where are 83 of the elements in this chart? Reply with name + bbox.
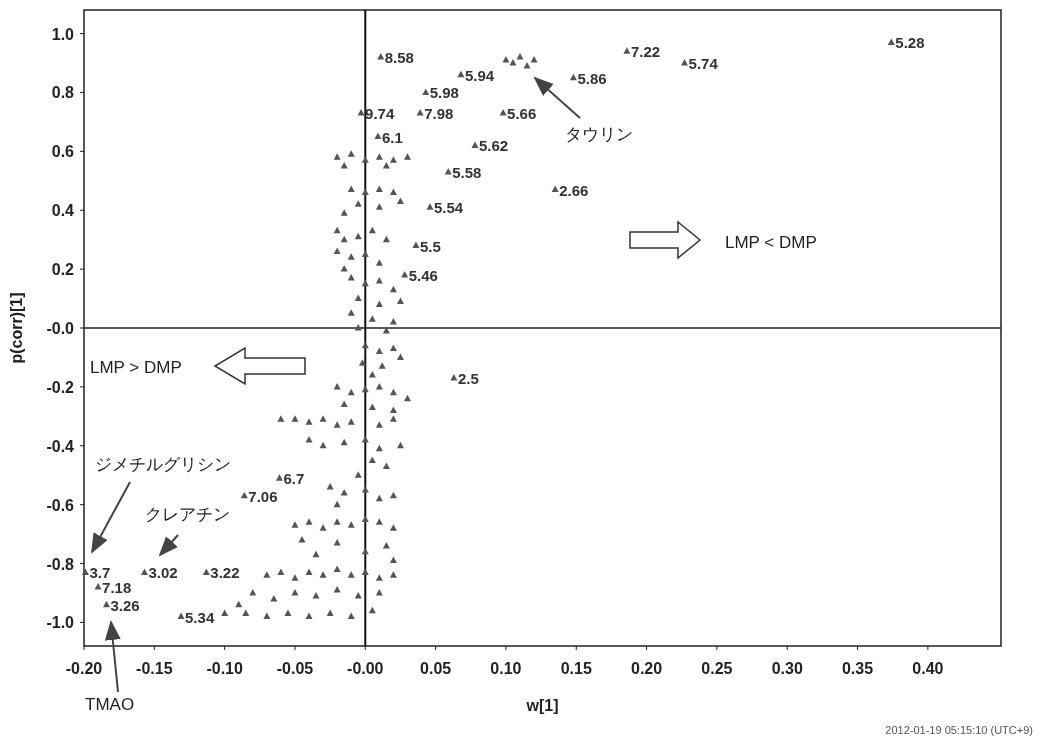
- series-label: 5.86: [577, 69, 607, 87]
- series-label: 3.26: [110, 596, 140, 614]
- series-label: 5.58: [452, 163, 482, 181]
- series-label: 3.22: [210, 564, 240, 582]
- x-tick-label: 0.05: [420, 660, 452, 677]
- point: [569, 73, 577, 81]
- x-tick-label: 0.35: [841, 660, 874, 677]
- x-tick-label: -0.20: [65, 660, 103, 677]
- point: [374, 132, 382, 140]
- y-tick-label: 0.8: [51, 84, 75, 102]
- series-label: 6.7: [283, 470, 305, 488]
- annotation: ジメチルグリシン: [95, 455, 231, 474]
- y-tick-label: -1.0: [46, 614, 75, 632]
- text: TMAO: [85, 695, 135, 714]
- text: 2012-01-19 05:15:10 (UTC+9): [885, 724, 1033, 736]
- y-tick-label: -0.4: [46, 437, 75, 455]
- point: [416, 109, 424, 116]
- y-axis-title: p(corr)[1]: [8, 292, 25, 364]
- y-tick-label: 1.0: [51, 25, 75, 43]
- y-tick-label: -0.8: [46, 555, 75, 573]
- point: [426, 203, 434, 210]
- series-label: 2.5: [457, 370, 479, 388]
- point: [94, 583, 102, 590]
- point: [623, 47, 631, 54]
- series-label: 5.62: [478, 137, 509, 155]
- series-label: 8.58: [384, 49, 414, 67]
- point: [412, 241, 420, 249]
- y-tick-label: 0.4: [51, 202, 75, 220]
- point: [240, 491, 248, 499]
- point: [444, 167, 452, 175]
- point: [202, 568, 210, 575]
- series-label: 7.18: [102, 579, 132, 597]
- point: [471, 141, 479, 148]
- point: [551, 185, 559, 193]
- x-tick-label: 0.20: [631, 660, 663, 677]
- point: [140, 568, 148, 575]
- series-label: 2.66: [559, 181, 589, 199]
- y-tick-label: 0.6: [51, 143, 75, 161]
- series-label: 3.7: [89, 564, 111, 582]
- y-tick-label: -0.6: [46, 496, 75, 514]
- point: [401, 271, 409, 278]
- series-label: 5.54: [433, 199, 464, 217]
- series-label: 5.98: [429, 84, 459, 102]
- x-axis-title: w[1]: [525, 697, 559, 714]
- series-label: 3.02: [148, 564, 178, 582]
- x-tick-label: 0.30: [771, 660, 803, 677]
- series-label: 6.1: [381, 128, 403, 146]
- y-tick-label: 0.2: [51, 261, 75, 279]
- series-label: 5.34: [185, 608, 215, 626]
- x-tick-label: 0.10: [490, 660, 522, 677]
- point: [357, 109, 365, 116]
- point: [276, 474, 283, 481]
- series-label: 7.22: [630, 43, 661, 61]
- y-tick-label: -0.0: [46, 320, 75, 337]
- y-tick-label: -0.2: [46, 378, 75, 396]
- x-tick-label: 0.25: [701, 660, 733, 677]
- point: [103, 600, 110, 608]
- point: [681, 59, 689, 66]
- annotation: LMP < DMP: [725, 233, 817, 252]
- point: [377, 53, 385, 60]
- point: [81, 568, 89, 575]
- series-label: 7.98: [424, 105, 454, 123]
- point: [887, 38, 895, 45]
- x-tick-label: -0.10: [206, 660, 243, 677]
- point: [422, 88, 430, 95]
- series-label: 5.46: [408, 267, 438, 284]
- series-label: 5.66: [507, 105, 537, 123]
- series-label: 7.06: [248, 487, 278, 505]
- series-label: 5.74: [688, 55, 719, 72]
- point: [499, 109, 507, 116]
- series-label: 5.5: [419, 237, 441, 255]
- annotation: クレアチン: [145, 505, 230, 524]
- series-label: 5.28: [895, 34, 925, 52]
- annotation: タウリン: [565, 125, 633, 144]
- point: [450, 374, 458, 381]
- annotation: LMP > DMP: [90, 358, 182, 377]
- x-tick-label: 0.40: [912, 660, 944, 677]
- x-tick-label: 0.15: [560, 660, 592, 677]
- x-tick-label: -0.00: [347, 660, 384, 677]
- x-tick-label: -0.05: [276, 660, 314, 677]
- x-tick-label: -0.15: [136, 660, 173, 677]
- point: [177, 612, 185, 620]
- series-label: 5.94: [464, 66, 495, 84]
